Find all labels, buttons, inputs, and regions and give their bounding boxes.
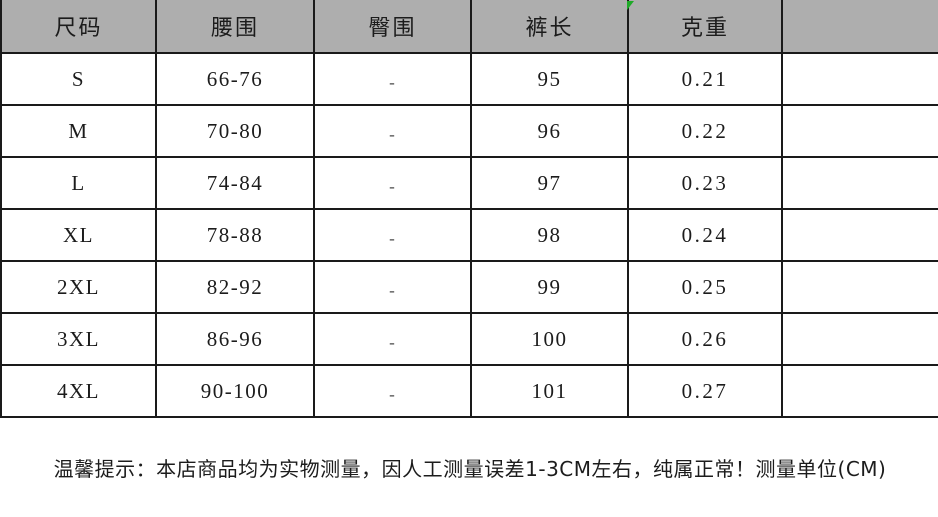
cell-size: S — [0, 53, 157, 106]
cell-size: XL — [0, 208, 157, 262]
hip-dash: - — [389, 332, 396, 352]
cell-length: 96 — [470, 104, 629, 158]
measurement-note-text: 温馨提示：本店商品均为实物测量，因人工测量误差1-3CM左右，纯属正常！测量单位… — [53, 457, 887, 481]
cell-hip: - — [313, 312, 472, 366]
table-row: XL 78-88 - 98 0.24 — [0, 208, 938, 262]
table-row: 2XL 82-92 - 99 0.25 — [0, 260, 938, 314]
cell-blank — [781, 260, 938, 314]
table-footer: 温馨提示：本店商品均为实物测量，因人工测量误差1-3CM左右，纯属正常！测量单位… — [1, 417, 938, 517]
header-row: 尺码 腰围 臀围 裤长 克重 — [0, 0, 938, 54]
cell-length: 99 — [470, 260, 629, 314]
cell-weight: 0.25 — [627, 260, 783, 314]
hip-dash: - — [389, 72, 396, 92]
cell-weight: 0.24 — [627, 208, 783, 262]
column-header-blank — [781, 0, 938, 54]
size-chart: 尺码 腰围 臀围 裤长 克重 S 66-76 - 95 0.21 M 70-80… — [0, 0, 938, 481]
column-header-length: 裤长 — [470, 0, 629, 54]
cell-hip: - — [313, 208, 472, 262]
cell-length: 97 — [470, 156, 629, 210]
cell-waist: 70-80 — [155, 104, 315, 158]
table-header: 尺码 腰围 臀围 裤长 克重 — [0, 0, 938, 54]
cell-size: 2XL — [0, 260, 157, 314]
cell-size: 3XL — [0, 312, 157, 366]
cell-weight: 0.27 — [627, 364, 783, 418]
cell-blank — [781, 364, 938, 418]
cell-waist: 86-96 — [155, 312, 315, 366]
cell-weight: 0.22 — [627, 104, 783, 158]
cell-size: M — [0, 104, 157, 158]
cell-blank — [781, 208, 938, 262]
table-row: L 74-84 - 97 0.23 — [0, 156, 938, 210]
cell-length: 101 — [470, 364, 629, 418]
hip-dash: - — [389, 228, 396, 248]
hip-dash: - — [389, 280, 396, 300]
table-row: M 70-80 - 96 0.22 — [0, 104, 938, 158]
cell-waist: 66-76 — [155, 53, 315, 106]
cell-blank — [781, 156, 938, 210]
cell-length: 95 — [470, 53, 629, 106]
cell-weight: 0.26 — [627, 312, 783, 366]
cell-size: L — [0, 156, 157, 210]
table-row: 4XL 90-100 - 101 0.27 — [0, 364, 938, 418]
cell-hip: - — [313, 104, 472, 158]
table-body: S 66-76 - 95 0.21 M 70-80 - 96 0.22 L 74… — [0, 53, 938, 418]
measurement-note-cell: 温馨提示：本店商品均为实物测量，因人工测量误差1-3CM左右，纯属正常！测量单位… — [1, 417, 938, 517]
hip-dash: - — [389, 124, 396, 144]
cell-hip: - — [313, 156, 472, 210]
cell-size: 4XL — [0, 364, 157, 418]
cell-waist: 78-88 — [155, 208, 315, 262]
cell-length: 98 — [470, 208, 629, 262]
cell-waist: 90-100 — [155, 364, 315, 418]
column-header-weight: 克重 — [627, 0, 783, 54]
hip-dash: - — [389, 384, 396, 404]
cell-waist: 74-84 — [155, 156, 315, 210]
cell-hip: - — [313, 364, 472, 418]
cell-weight: 0.21 — [627, 53, 783, 106]
column-header-waist: 腰围 — [155, 0, 315, 54]
cell-waist: 82-92 — [155, 260, 315, 314]
table-row: 3XL 86-96 - 100 0.26 — [0, 312, 938, 366]
cell-weight: 0.23 — [627, 156, 783, 210]
cell-hip: - — [313, 260, 472, 314]
footer-row: 温馨提示：本店商品均为实物测量，因人工测量误差1-3CM左右，纯属正常！测量单位… — [1, 417, 938, 517]
column-header-size: 尺码 — [0, 0, 157, 54]
cell-hip: - — [313, 53, 472, 106]
table-row: S 66-76 - 95 0.21 — [0, 53, 938, 106]
cell-blank — [781, 53, 938, 106]
hip-dash: - — [389, 176, 396, 196]
cell-blank — [781, 104, 938, 158]
column-header-hip: 臀围 — [313, 0, 472, 54]
cell-blank — [781, 312, 938, 366]
cell-length: 100 — [470, 312, 629, 366]
